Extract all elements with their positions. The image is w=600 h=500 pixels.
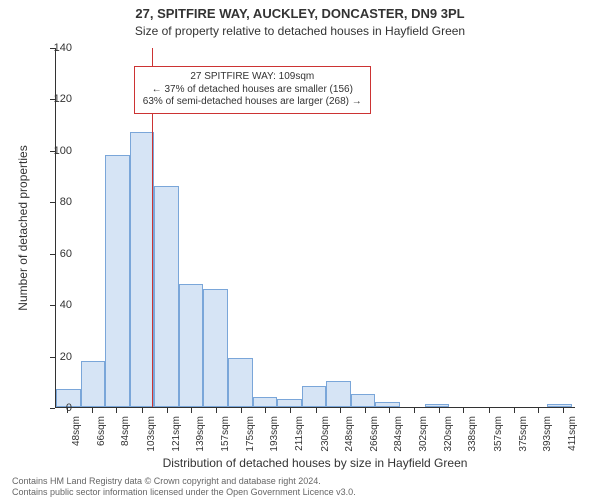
histogram-bar xyxy=(277,399,302,407)
x-tick-label: 357sqm xyxy=(493,416,504,460)
annotation-line-3: 63% of semi-detached houses are larger (… xyxy=(143,96,362,109)
x-tick-mark xyxy=(563,408,564,413)
y-tick-label: 60 xyxy=(60,248,72,260)
x-tick-mark xyxy=(116,408,117,413)
histogram-bar xyxy=(326,381,351,407)
y-tick-mark xyxy=(50,151,55,152)
x-tick-label: 48sqm xyxy=(71,416,82,460)
histogram-bar xyxy=(547,404,572,407)
x-tick-mark xyxy=(489,408,490,413)
x-tick-mark xyxy=(340,408,341,413)
x-tick-label: 375sqm xyxy=(518,416,529,460)
x-tick-label: 411sqm xyxy=(567,416,578,460)
x-tick-mark xyxy=(167,408,168,413)
x-tick-label: 284sqm xyxy=(393,416,404,460)
annotation-box: 27 SPITFIRE WAY: 109sqm ← 37% of detache… xyxy=(134,66,371,114)
y-tick-mark xyxy=(50,357,55,358)
histogram-bar xyxy=(351,394,376,407)
x-tick-mark xyxy=(316,408,317,413)
x-tick-label: 302sqm xyxy=(418,416,429,460)
y-axis-label: Number of detached properties xyxy=(16,48,30,408)
y-tick-label: 100 xyxy=(54,145,72,157)
x-tick-mark xyxy=(439,408,440,413)
histogram-bar xyxy=(375,402,400,407)
x-tick-mark xyxy=(514,408,515,413)
y-tick-mark xyxy=(50,99,55,100)
histogram-bar xyxy=(203,289,228,407)
x-tick-mark xyxy=(67,408,68,413)
x-tick-label: 211sqm xyxy=(294,416,305,460)
x-tick-mark xyxy=(241,408,242,413)
y-tick-mark xyxy=(50,48,55,49)
x-tick-label: 320sqm xyxy=(443,416,454,460)
x-tick-label: 157sqm xyxy=(220,416,231,460)
y-tick-mark xyxy=(50,305,55,306)
histogram-bar xyxy=(228,358,253,407)
x-tick-label: 103sqm xyxy=(146,416,157,460)
x-tick-label: 84sqm xyxy=(120,416,131,460)
plot-area: 27 SPITFIRE WAY: 109sqm ← 37% of detache… xyxy=(55,48,575,408)
histogram-bar xyxy=(253,397,278,407)
histogram-bar xyxy=(302,386,327,407)
x-tick-mark xyxy=(463,408,464,413)
y-tick-mark xyxy=(50,408,55,409)
x-tick-label: 66sqm xyxy=(96,416,107,460)
x-tick-label: 121sqm xyxy=(171,416,182,460)
y-tick-mark xyxy=(50,254,55,255)
x-tick-label: 193sqm xyxy=(269,416,280,460)
histogram-bar xyxy=(81,361,106,407)
x-tick-label: 175sqm xyxy=(245,416,256,460)
footer-line-2: Contains public sector information licen… xyxy=(12,487,356,498)
x-tick-mark xyxy=(538,408,539,413)
x-tick-mark xyxy=(290,408,291,413)
histogram-bar xyxy=(425,404,450,407)
annotation-line-2: ← 37% of detached houses are smaller (15… xyxy=(143,84,362,97)
footer-attribution: Contains HM Land Registry data © Crown c… xyxy=(12,476,356,498)
y-tick-label: 80 xyxy=(60,196,72,208)
chart-container: 27, SPITFIRE WAY, AUCKLEY, DONCASTER, DN… xyxy=(0,0,600,500)
x-tick-mark xyxy=(365,408,366,413)
y-tick-label: 40 xyxy=(60,299,72,311)
y-tick-label: 20 xyxy=(60,351,72,363)
x-tick-mark xyxy=(265,408,266,413)
x-tick-label: 139sqm xyxy=(195,416,206,460)
chart-sub-title: Size of property relative to detached ho… xyxy=(0,24,600,38)
x-tick-mark xyxy=(216,408,217,413)
y-tick-label: 140 xyxy=(54,42,72,54)
x-tick-label: 266sqm xyxy=(369,416,380,460)
y-tick-mark xyxy=(50,202,55,203)
y-tick-label: 120 xyxy=(54,93,72,105)
x-tick-label: 230sqm xyxy=(320,416,331,460)
x-tick-mark xyxy=(142,408,143,413)
histogram-bar xyxy=(154,186,179,407)
x-tick-mark xyxy=(92,408,93,413)
histogram-bar xyxy=(179,284,204,407)
x-tick-mark xyxy=(191,408,192,413)
x-tick-label: 393sqm xyxy=(542,416,553,460)
chart-super-title: 27, SPITFIRE WAY, AUCKLEY, DONCASTER, DN… xyxy=(0,6,600,21)
annotation-line-1: 27 SPITFIRE WAY: 109sqm xyxy=(143,71,362,84)
x-tick-mark xyxy=(389,408,390,413)
x-tick-label: 248sqm xyxy=(344,416,355,460)
histogram-bar xyxy=(105,155,130,407)
x-tick-label: 338sqm xyxy=(467,416,478,460)
footer-line-1: Contains HM Land Registry data © Crown c… xyxy=(12,476,356,487)
x-tick-mark xyxy=(414,408,415,413)
